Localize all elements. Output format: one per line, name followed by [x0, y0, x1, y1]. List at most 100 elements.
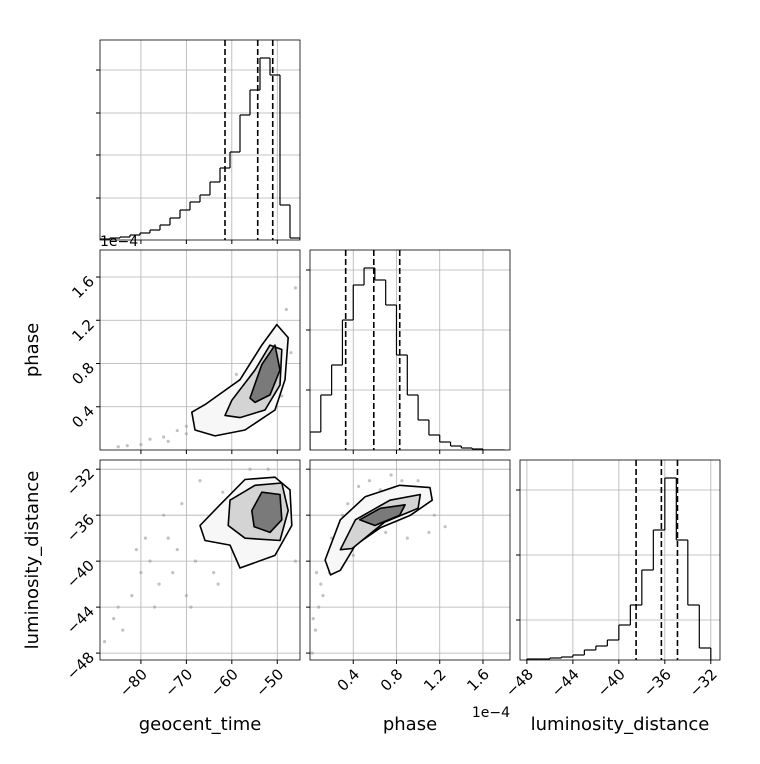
x-tick-label: −36	[640, 665, 675, 700]
x-tick-label: −70	[161, 665, 196, 700]
scatter-point	[400, 479, 404, 483]
scatter-point	[293, 286, 298, 290]
scatter-point	[139, 571, 143, 575]
scatter-point	[319, 582, 323, 586]
scatter-point	[102, 640, 107, 644]
scatter-point	[280, 394, 284, 398]
scatter-point	[184, 424, 188, 428]
scatter-point	[121, 628, 125, 632]
panel-frame	[99, 249, 301, 451]
y-axis-label: luminosity_distance	[22, 471, 43, 650]
scatter-point	[184, 432, 188, 436]
scatter-point	[180, 502, 184, 506]
panel	[306, 249, 511, 454]
scatter-point	[112, 617, 116, 621]
scatter-point	[175, 428, 179, 433]
scatter-point	[284, 307, 288, 312]
scatter-point	[184, 594, 188, 598]
x-tick-label: 1.2	[420, 665, 450, 695]
scatter-point	[139, 442, 143, 447]
scatter-point	[130, 594, 134, 598]
panel-frame	[309, 459, 511, 661]
y-tick-label: 0.4	[68, 402, 98, 432]
scatter-point	[405, 536, 409, 540]
scatter-point	[116, 605, 120, 609]
panel-frame	[99, 459, 301, 661]
scatter-point	[198, 479, 202, 483]
scatter-point	[143, 536, 148, 540]
scatter-point	[351, 553, 355, 558]
scatter-point	[427, 530, 431, 535]
panel: −48 −44 −40 −36 −32 luminosity_distance	[502, 459, 721, 735]
panel-frame	[519, 459, 721, 661]
scatter-point	[234, 372, 238, 376]
y-tick-label: −44	[63, 602, 98, 637]
x-tick-label: −80	[116, 665, 151, 700]
y-tick-label: −32	[63, 464, 98, 499]
panel-frame	[99, 39, 301, 241]
scatter-point	[248, 467, 252, 471]
x-tick-label: 0.8	[377, 665, 407, 695]
y-tick-label: −40	[63, 556, 98, 591]
scatter-point	[321, 594, 325, 598]
offset-label: 1e−4	[472, 705, 510, 721]
scatter-point	[166, 439, 170, 443]
scatter-point	[346, 502, 350, 506]
y-tick-label: −36	[63, 510, 98, 545]
scatter-point	[310, 651, 314, 655]
scatter-point	[266, 467, 270, 471]
scatter-point	[212, 571, 216, 575]
scatter-point	[443, 525, 447, 529]
scatter-point	[116, 445, 120, 449]
x-tick-label: 1.6	[463, 665, 493, 695]
x-tick-label: −60	[207, 665, 242, 700]
scatter-point	[216, 582, 220, 586]
y-tick-label: 1.6	[68, 272, 98, 302]
scatter-point	[317, 605, 321, 609]
scatter-point	[189, 605, 193, 609]
scatter-point	[357, 484, 361, 489]
contour	[249, 344, 281, 404]
y-axis-label: phase	[22, 323, 43, 377]
y-tick-label: −48	[63, 648, 98, 683]
x-axis-label: geocent_time	[139, 714, 262, 735]
scatter-point	[134, 548, 138, 552]
scatter-point	[162, 435, 166, 439]
scatter-point	[148, 559, 152, 563]
scatter-point	[162, 513, 166, 517]
scatter-point	[157, 582, 161, 586]
x-tick-label: −40	[594, 665, 629, 700]
scatter-point	[171, 571, 175, 575]
scatter-point	[313, 628, 318, 632]
offset-label: 1e−4	[100, 234, 138, 250]
x-tick-label: −48	[502, 665, 537, 700]
x-axis-label: luminosity_distance	[531, 714, 710, 735]
panel: −80 −70 −60 −50 −48 −44 −40 −36 −32 geocent_time l…	[22, 459, 301, 735]
scatter-point	[389, 473, 393, 477]
scatter-point	[311, 617, 315, 621]
scatter-point	[384, 530, 388, 535]
contour	[358, 504, 406, 527]
x-tick-label: −44	[548, 665, 583, 700]
scatter-point	[125, 444, 129, 448]
scatter-point	[432, 513, 436, 517]
x-tick-label: 0.4	[334, 665, 364, 695]
scatter-point	[148, 437, 152, 441]
x-tick-label: −50	[252, 665, 287, 700]
scatter-point	[166, 536, 170, 540]
panel: 0.4 0.8 1.2 1.6 phase 1e−4	[22, 234, 301, 454]
scatter-point	[416, 479, 420, 483]
scatter-point	[175, 548, 179, 552]
panel-frame	[309, 249, 511, 451]
scatter-point	[340, 513, 345, 517]
scatter-point	[193, 559, 198, 563]
y-tick-label: 0.8	[68, 359, 98, 389]
x-axis-label: phase	[383, 714, 437, 735]
scatter-point	[314, 571, 319, 575]
x-tick-label: −32	[686, 665, 721, 700]
y-tick-label: 1.2	[68, 316, 98, 346]
scatter-point	[289, 351, 293, 355]
scatter-point	[221, 490, 225, 494]
contour	[251, 491, 283, 534]
